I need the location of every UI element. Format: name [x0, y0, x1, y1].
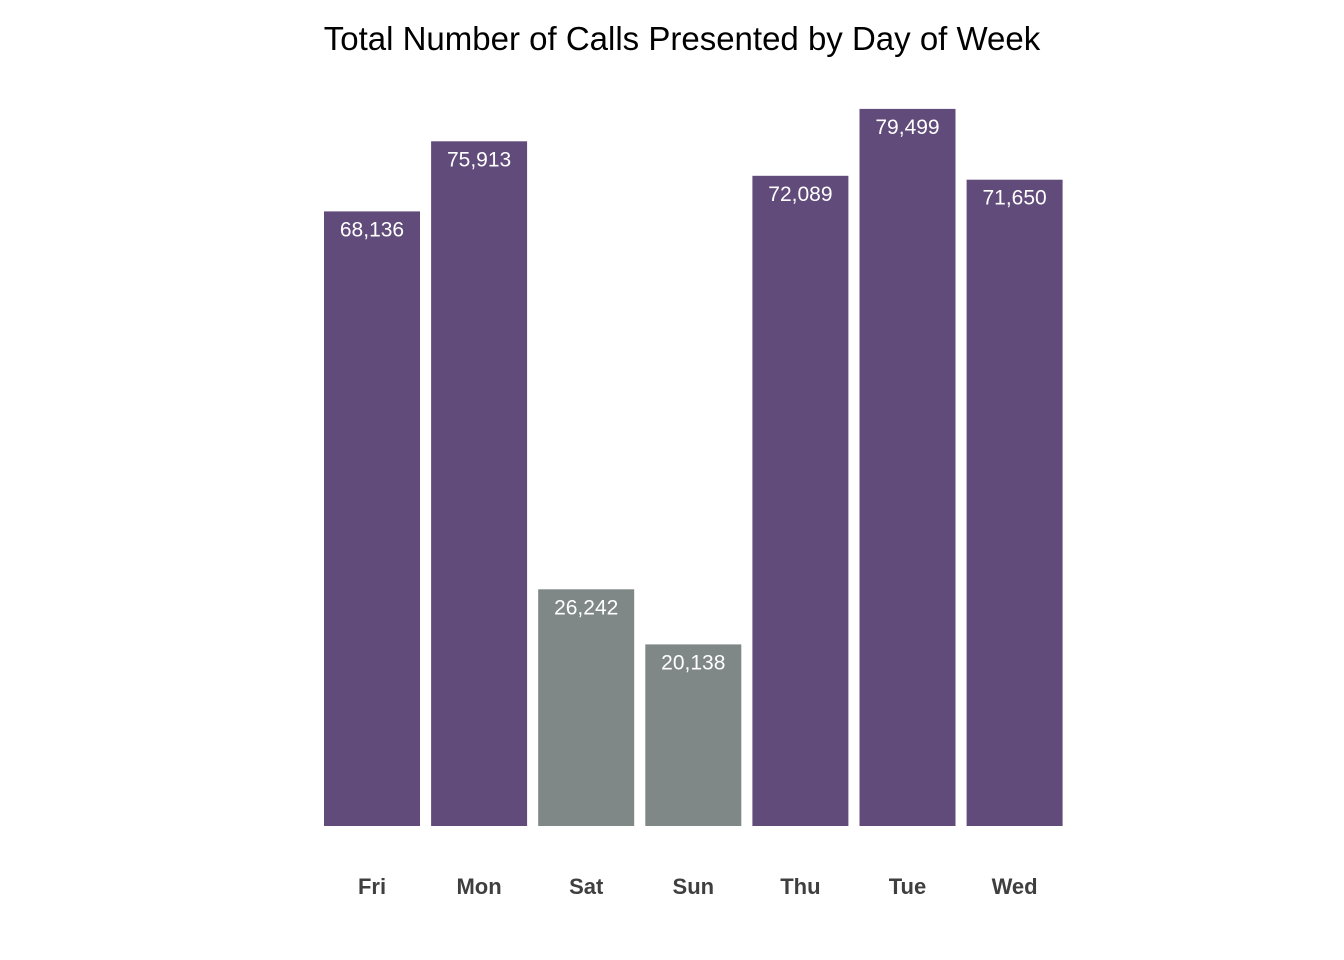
value-labels-group: 68,136 75,913 26,242 20,138 72,089 79,499 71,6… [340, 116, 1047, 675]
value-label-thu: 72,089 [768, 183, 832, 206]
category-label-sun: Sun [673, 874, 715, 899]
value-label-fri: 68,136 [340, 218, 404, 241]
bar-mon [431, 141, 528, 827]
category-labels-group: Fri Mon Sat Sun Thu Tue Wed [358, 874, 1038, 899]
bar-sat [538, 589, 635, 826]
category-label-fri: Fri [358, 874, 386, 899]
category-label-wed: Wed [992, 874, 1038, 899]
bar-wed [966, 179, 1063, 826]
value-label-mon: 75,913 [447, 148, 511, 171]
chart-title: Total Number of Calls Presented by Day o… [323, 20, 1041, 57]
value-label-wed: 71,650 [982, 187, 1046, 210]
category-label-thu: Thu [780, 874, 820, 899]
bars-group [324, 108, 1063, 827]
category-label-sat: Sat [569, 874, 604, 899]
bar-tue [859, 108, 956, 826]
value-label-tue: 79,499 [875, 116, 939, 139]
value-label-sat: 26,242 [554, 596, 618, 619]
bar-fri [324, 211, 420, 826]
bar-thu [752, 175, 849, 827]
bar-sun [645, 644, 742, 826]
category-label-tue: Tue [889, 874, 926, 899]
value-label-sun: 20,138 [661, 651, 725, 674]
category-label-mon: Mon [456, 874, 501, 899]
